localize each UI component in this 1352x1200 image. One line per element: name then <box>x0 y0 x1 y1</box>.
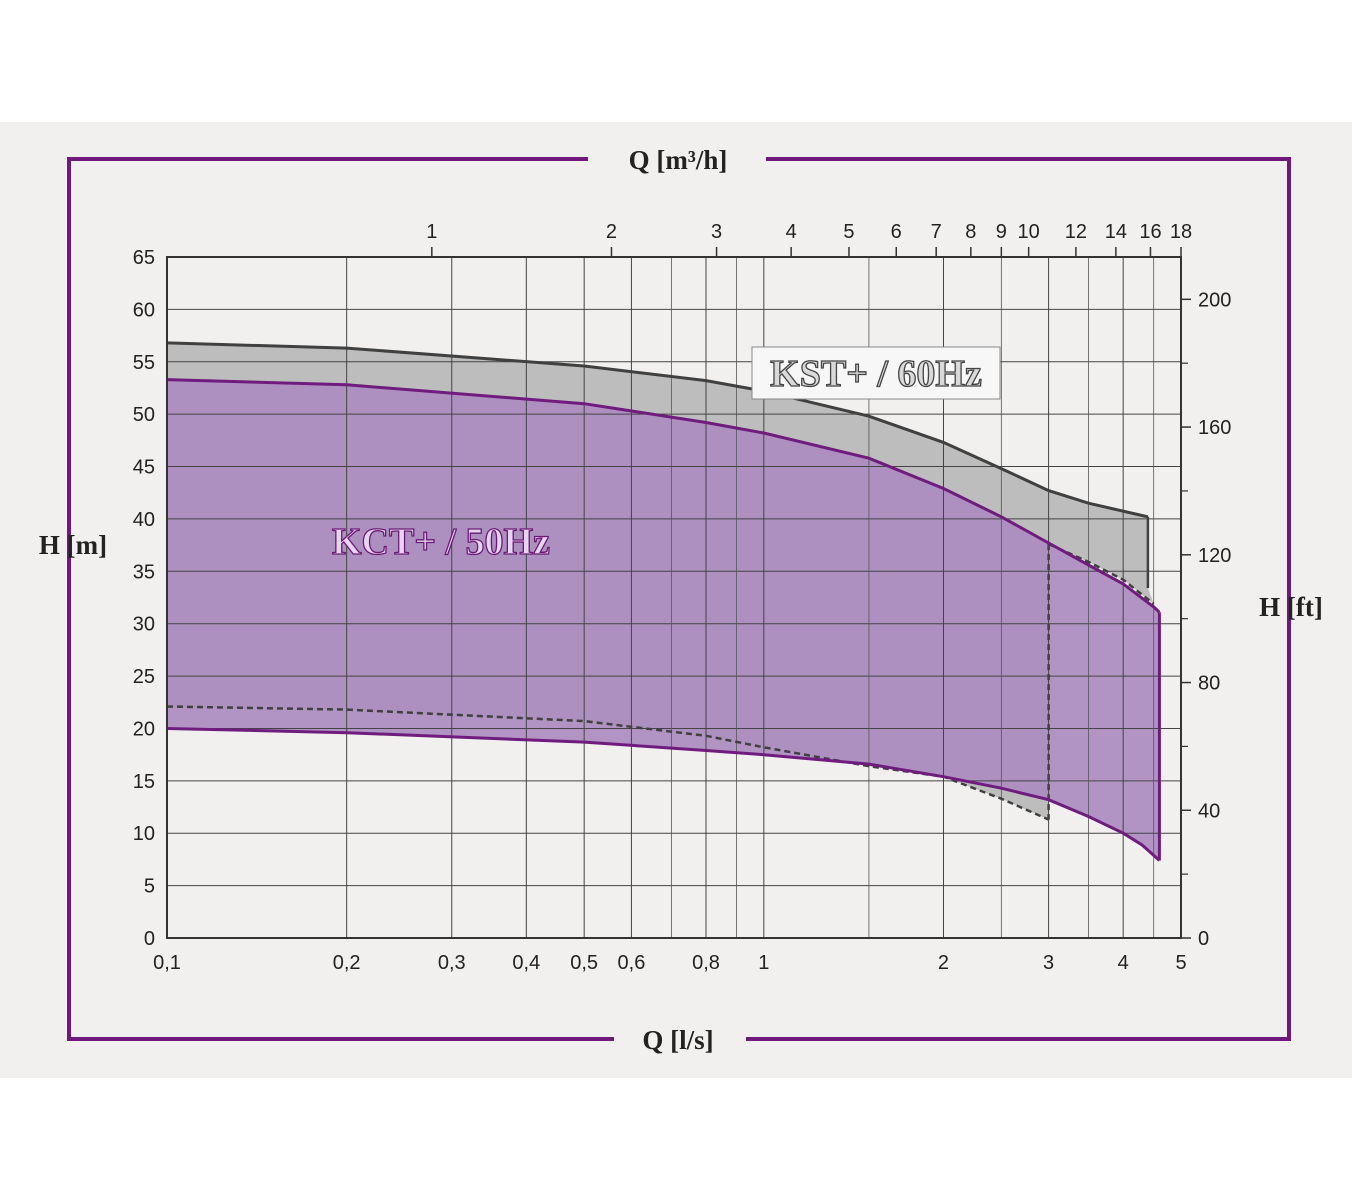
x2-tick-label: 10 <box>1018 221 1040 243</box>
frame <box>67 157 1291 1041</box>
x2-tick-label: 2 <box>606 221 617 243</box>
y-tick-label: 50 <box>133 404 155 426</box>
x-tick-label: 0,8 <box>692 952 720 974</box>
y2-tick-label: 120 <box>1198 545 1231 567</box>
y-tick-label: 60 <box>133 299 155 321</box>
x2-tick-label: 1 <box>426 221 437 243</box>
y-tick-label: 0 <box>144 928 155 950</box>
series-label-kct: KCT+ / 50Hz <box>332 521 550 563</box>
x2-tick-label: 4 <box>786 221 797 243</box>
y-tick-label: 15 <box>133 771 155 793</box>
x2-tick-label: 16 <box>1139 221 1161 243</box>
y-tick-label: 10 <box>133 823 155 845</box>
plot-border <box>166 256 1182 939</box>
y-tick-label: 35 <box>133 561 155 583</box>
x-tick-label: 3 <box>1043 952 1054 974</box>
x2-tick-label: 14 <box>1105 221 1127 243</box>
y2-tick-label: 80 <box>1198 673 1220 695</box>
y-tick-label: 45 <box>133 457 155 479</box>
x-tick-label: 5 <box>1175 952 1186 974</box>
x-tick-label: 0,3 <box>438 952 466 974</box>
series-area-kct <box>167 379 1160 861</box>
plot-areas <box>167 342 1160 861</box>
y2-tick-label: 0 <box>1198 928 1209 950</box>
x2-tick-label: 18 <box>1170 221 1192 243</box>
y2-axis-title: H [ft] <box>1259 592 1323 622</box>
y-tick-label: 25 <box>133 666 155 688</box>
x2-tick-label: 6 <box>891 221 902 243</box>
x-tick-label: 0,5 <box>570 952 598 974</box>
x-axis-title: Q [l/s] <box>642 1025 713 1055</box>
x2-tick-label: 7 <box>931 221 942 243</box>
y-tick-label: 30 <box>133 614 155 636</box>
x-tick-label: 0,2 <box>333 952 361 974</box>
pump-performance-chart: Q [m³/h] Q [l/s] H [m] H [ft] 0510152025… <box>39 145 1323 1055</box>
y2-tick-label: 200 <box>1198 289 1231 311</box>
x2-tick-label: 3 <box>711 221 722 243</box>
y2-tick-label: 40 <box>1198 800 1220 822</box>
x-tick-label: 1 <box>758 952 769 974</box>
y-tick-label: 40 <box>133 509 155 531</box>
y-axis-title: H [m] <box>39 530 107 560</box>
x-tick-label: 0,6 <box>618 952 646 974</box>
x2-tick-label: 9 <box>996 221 1007 243</box>
x2-tick-label: 12 <box>1065 221 1087 243</box>
kst-lower-dashed-curve <box>166 705 1050 821</box>
y-tick-label: 65 <box>133 247 155 269</box>
kct-lower-curve <box>166 727 1161 862</box>
y2-tick-label: 160 <box>1198 417 1231 439</box>
series-label-kst: KST+ / 60Hz <box>751 346 1001 400</box>
kst-upper-curve <box>166 341 1149 519</box>
x-tick-label: 0,4 <box>512 952 540 974</box>
series-edges <box>166 341 1161 862</box>
x-tick-label: 2 <box>938 952 949 974</box>
kct-upper-curve <box>166 378 1161 614</box>
chart-sheet: Q [m³/h] Q [l/s] H [m] H [ft] 0 5 10 15 20 25… <box>0 122 1352 1078</box>
x-tick-label: 0,1 <box>153 952 181 974</box>
series-label-kst-text: KST+ / 60Hz <box>770 353 982 395</box>
x2-axis-title: Q [m³/h] <box>629 145 728 175</box>
x2-tick-label: 8 <box>965 221 976 243</box>
x-tick-label: 4 <box>1118 952 1129 974</box>
y-tick-label: 5 <box>144 876 155 898</box>
y-tick-label: 55 <box>133 352 155 374</box>
x2-tick-label: 5 <box>843 221 854 243</box>
y-tick-label: 20 <box>133 718 155 740</box>
